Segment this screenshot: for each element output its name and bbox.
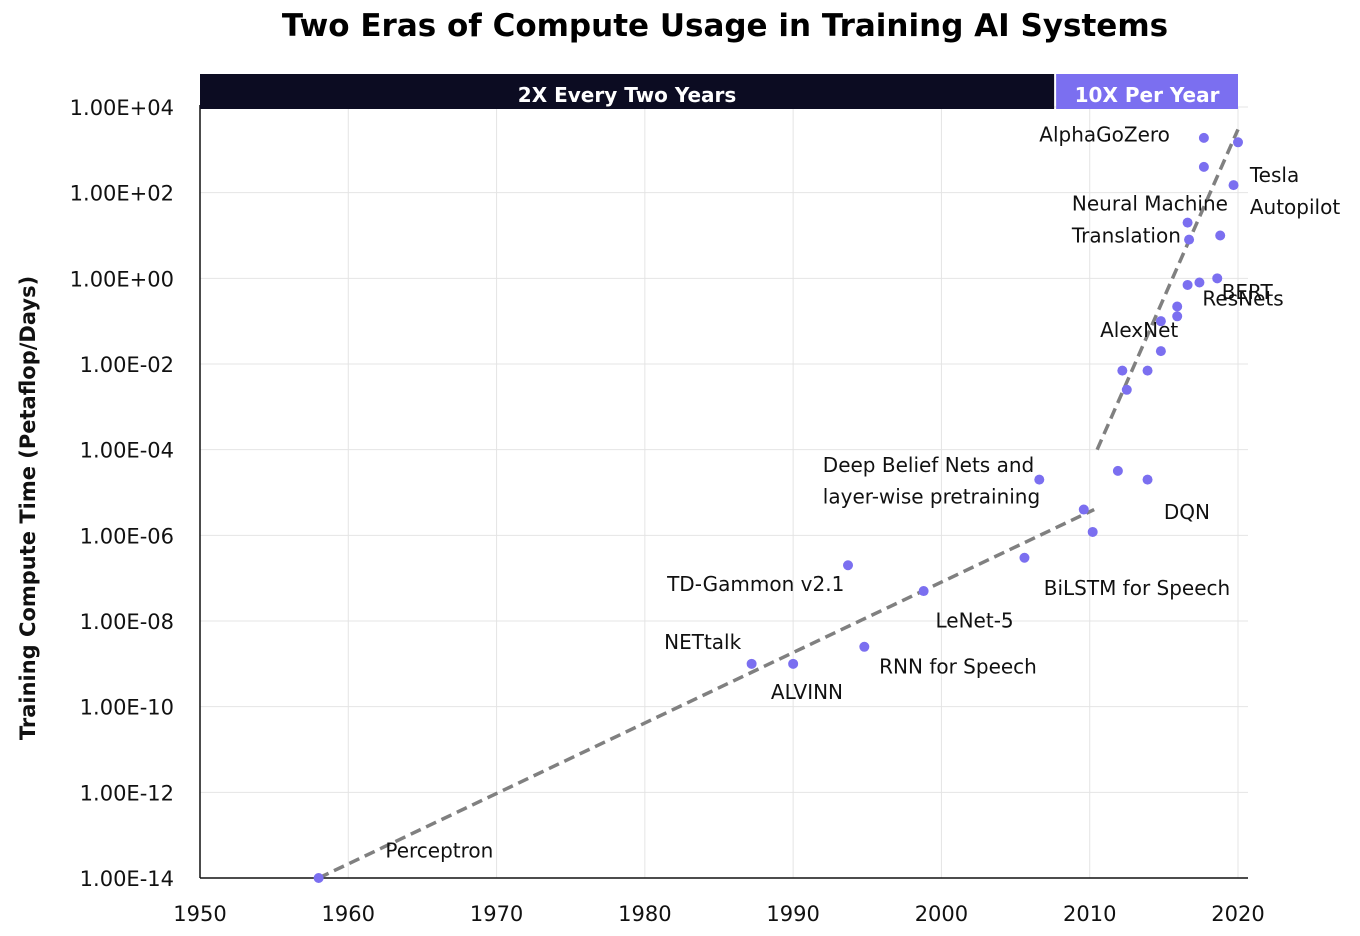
point-label: ALVINN xyxy=(771,680,843,704)
data-point xyxy=(1184,234,1195,245)
y-tick-label: 1.00E-02 xyxy=(80,353,174,377)
point-label: ResNets xyxy=(1202,287,1283,311)
y-tick-label: 1.00E-12 xyxy=(80,781,174,805)
point-label: layer-wise pretraining xyxy=(823,485,1040,509)
y-tick-label: 1.00E-08 xyxy=(80,610,174,634)
gridlines xyxy=(200,106,1248,879)
y-tick-label: 1.00E-14 xyxy=(80,867,174,891)
data-point xyxy=(1212,273,1223,284)
data-point xyxy=(1087,526,1098,537)
x-tick-label: 1990 xyxy=(766,902,819,926)
data-point xyxy=(1198,161,1209,172)
era-band xyxy=(1056,74,1238,109)
x-tick-labels: 1950 1960 1970 1980 1990 2000 2010 2020 xyxy=(173,902,1264,926)
point-labels: Perceptron NETtalk ALVINN TD-Gammon v2.1 RNN… xyxy=(385,122,1340,862)
point-label: BiLSTM for Speech xyxy=(1044,576,1230,600)
trend-line xyxy=(317,507,1095,880)
x-tick-label: 1980 xyxy=(618,902,671,926)
era-band xyxy=(200,74,1055,109)
data-point xyxy=(1155,316,1166,327)
data-point xyxy=(788,658,799,669)
point-label: LeNet-5 xyxy=(935,609,1013,633)
data-point xyxy=(1182,217,1193,228)
data-point xyxy=(1034,474,1045,485)
point-label: DQN xyxy=(1164,500,1210,524)
y-axis-label: Training Compute Time (Petaflop/Days) xyxy=(16,276,40,740)
data-point xyxy=(1142,365,1153,376)
data-point xyxy=(1117,365,1128,376)
point-label: Translation xyxy=(1071,224,1181,248)
point-label: AlexNet xyxy=(1100,318,1178,342)
trend-lines xyxy=(317,128,1240,880)
data-point xyxy=(1155,346,1166,357)
data-point xyxy=(313,873,324,883)
point-label: Neural Machine xyxy=(1072,192,1228,216)
data-point xyxy=(1182,279,1193,290)
point-label: Tesla xyxy=(1249,163,1299,187)
data-point xyxy=(746,658,757,669)
chart-title: Two Eras of Compute Usage in Training AI… xyxy=(281,8,1169,44)
era-label: 2X Every Two Years xyxy=(518,83,737,107)
data-point xyxy=(918,586,929,597)
trend-line xyxy=(1095,128,1240,451)
point-label: Deep Belief Nets and xyxy=(823,453,1034,477)
data-point xyxy=(1121,384,1132,395)
data-point xyxy=(1194,277,1205,288)
point-label: NETtalk xyxy=(664,630,741,654)
point-label: AlphaGoZero xyxy=(1039,122,1170,146)
data-point xyxy=(1142,474,1153,485)
y-tick-label: 1.00E-04 xyxy=(80,439,174,463)
era-label: 10X Per Year xyxy=(1075,83,1220,107)
data-point xyxy=(859,641,870,652)
data-point xyxy=(1078,504,1089,515)
point-label: BERT xyxy=(1222,280,1274,304)
y-tick-labels: 1.00E+04 1.00E+02 1.00E+00 1.00E-02 1.00E-04… xyxy=(70,96,174,891)
x-tick-label: 2020 xyxy=(1211,902,1264,926)
data-point xyxy=(1112,465,1123,476)
data-point xyxy=(1019,552,1030,563)
y-tick-label: 1.00E-10 xyxy=(80,696,174,720)
data-point xyxy=(1233,137,1243,148)
x-tick-label: 1960 xyxy=(322,902,375,926)
y-tick-label: 1.00E+00 xyxy=(70,267,174,291)
era-bands: 2X Every Two Years 10X Per Year xyxy=(200,74,1238,109)
data-point xyxy=(1215,230,1226,241)
data-point xyxy=(1172,301,1183,312)
y-tick-label: 1.00E+02 xyxy=(70,182,174,206)
data-point xyxy=(1228,180,1239,191)
y-tick-label: 1.00E-06 xyxy=(80,524,174,548)
point-label: RNN for Speech xyxy=(879,654,1037,678)
point-label: TD-Gammon v2.1 xyxy=(666,572,844,596)
x-tick-label: 1950 xyxy=(173,902,226,926)
data-point xyxy=(1198,132,1209,143)
point-label: Perceptron xyxy=(385,839,493,863)
data-point xyxy=(843,560,854,571)
x-tick-label: 2010 xyxy=(1063,902,1116,926)
axes xyxy=(199,105,1248,879)
data-point xyxy=(1172,311,1183,322)
x-tick-label: 2000 xyxy=(915,902,968,926)
data-points xyxy=(313,132,1243,883)
y-tick-label: 1.00E+04 xyxy=(70,96,174,120)
x-tick-label: 1970 xyxy=(470,902,523,926)
point-label: Autopilot xyxy=(1250,195,1340,219)
